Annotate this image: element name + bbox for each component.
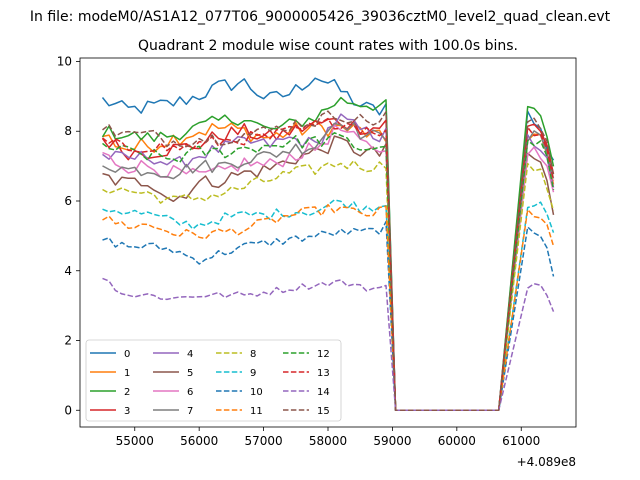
y-tick-label: 4 [64, 264, 72, 278]
series-line-13 [102, 117, 555, 412]
legend-label-14: 14 [317, 387, 330, 398]
x-axis-ticks: 55000 56000 57000 58000 59000 60000 61000 [116, 427, 540, 448]
y-axis-ticks: 0 2 4 6 8 10 [57, 54, 80, 417]
x-tick-label: 55000 [116, 434, 154, 448]
series-line-9 [102, 199, 555, 412]
legend-label-3: 3 [124, 406, 130, 417]
y-tick-label: 8 [64, 124, 72, 138]
y-tick-label: 6 [64, 194, 72, 208]
legend-box [85, 339, 342, 422]
plot-title: Quadrant 2 module wise count rates with … [138, 38, 518, 54]
x-tick-label: 59000 [373, 434, 411, 448]
x-tick-label: 60000 [438, 434, 476, 448]
legend-label-0: 0 [124, 349, 130, 360]
series-line-12 [102, 132, 555, 412]
y-tick-label: 2 [64, 334, 72, 348]
legend-label-12: 12 [317, 349, 330, 360]
legend-label-10: 10 [250, 387, 263, 398]
y-tick-label: 0 [64, 403, 72, 417]
legend-label-1: 1 [124, 368, 130, 379]
legend-label-4: 4 [187, 349, 193, 360]
x-axis-offset-label: +4.089e8 [517, 455, 576, 469]
x-tick-label: 56000 [180, 434, 218, 448]
legend-label-13: 13 [317, 368, 330, 379]
legend-label-8: 8 [250, 349, 256, 360]
x-tick-label: 57000 [244, 434, 282, 448]
series-line-11 [102, 203, 555, 412]
x-tick-label: 58000 [309, 434, 347, 448]
legend-label-15: 15 [317, 406, 330, 417]
plot-lines [101, 77, 555, 412]
legend-label-7: 7 [187, 406, 193, 417]
series-line-14 [102, 277, 555, 412]
legend-label-5: 5 [187, 368, 193, 379]
legend-label-6: 6 [187, 387, 193, 398]
legend-label-11: 11 [250, 406, 263, 417]
x-tick-label: 61000 [502, 434, 540, 448]
legend-label-2: 2 [124, 387, 130, 398]
figure-suptitle: In file: modeM0/AS1A12_077T06_9000005426… [30, 9, 611, 25]
legend-label-9: 9 [250, 368, 256, 379]
y-tick-label: 10 [57, 54, 72, 68]
